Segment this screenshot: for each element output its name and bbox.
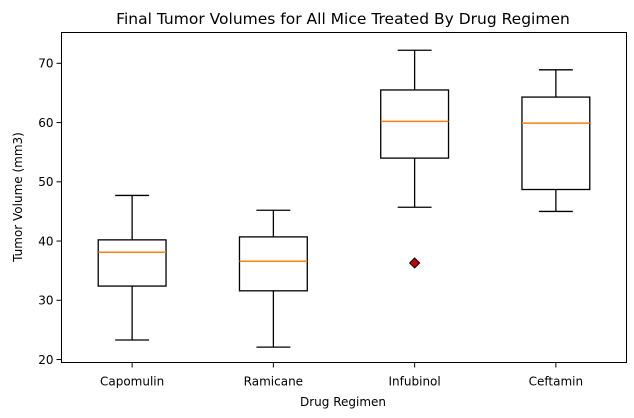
x-tick-label-infubinol: Infubinol xyxy=(389,375,441,389)
x-tick-label-ceftamin: Ceftamin xyxy=(529,375,583,389)
x-tick-label-ramicane: Ramicane xyxy=(244,375,303,389)
box-ramicane xyxy=(238,209,308,348)
y-axis-label: Tumor Volume (mm3) xyxy=(11,132,25,263)
y-tick-label-20: 20 xyxy=(38,353,53,367)
iqr-box xyxy=(521,96,591,191)
iqr-box xyxy=(380,89,450,159)
plot-frame xyxy=(61,32,627,363)
box-infubinol xyxy=(380,49,450,269)
y-axis: 20 30 40 50 60 70 xyxy=(38,57,62,367)
outlier-marker xyxy=(408,257,421,269)
y-tick-label-50: 50 xyxy=(38,175,53,189)
y-tick-label-70: 70 xyxy=(38,57,53,71)
x-tick-label-capomulin: Capomulin xyxy=(100,375,164,389)
y-tick-label-40: 40 xyxy=(38,234,53,248)
x-axis-label: Drug Regimen xyxy=(300,395,386,409)
x-axis: Capomulin Ramicane Infubinol Ceftamin xyxy=(100,362,583,389)
y-tick-label-60: 60 xyxy=(38,116,53,130)
box-ceftamin xyxy=(521,69,591,213)
boxes xyxy=(97,49,591,348)
iqr-box xyxy=(238,236,308,292)
box-capomulin xyxy=(97,194,167,341)
chart-title: Final Tumor Volumes for All Mice Treated… xyxy=(116,10,570,28)
iqr-box xyxy=(97,239,167,287)
y-tick-label-30: 30 xyxy=(38,294,53,308)
